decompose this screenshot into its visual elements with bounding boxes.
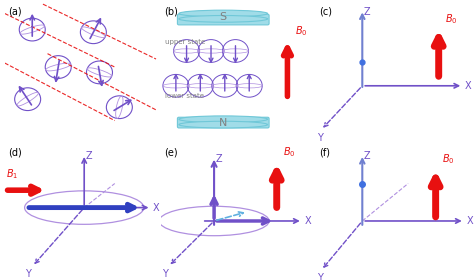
Ellipse shape [179, 121, 267, 128]
Text: Z: Z [86, 151, 92, 161]
Text: $B_0$: $B_0$ [295, 24, 308, 38]
Text: $B_1$: $B_1$ [6, 167, 18, 181]
Text: (a): (a) [8, 7, 21, 17]
Text: Y: Y [162, 269, 168, 279]
Text: lower state: lower state [165, 94, 204, 99]
Ellipse shape [179, 116, 267, 123]
Text: Z: Z [216, 154, 222, 164]
Text: Z: Z [364, 151, 371, 161]
Text: Y: Y [317, 273, 322, 280]
Text: $B_0$: $B_0$ [445, 12, 457, 25]
Ellipse shape [179, 10, 267, 17]
FancyBboxPatch shape [177, 117, 269, 128]
Text: (c): (c) [319, 7, 333, 17]
Text: X: X [153, 203, 160, 213]
Text: $B_0$: $B_0$ [283, 146, 295, 159]
Text: N: N [219, 118, 228, 128]
Text: (b): (b) [164, 7, 178, 17]
Text: upper state: upper state [165, 39, 205, 45]
Text: X: X [465, 81, 471, 91]
FancyBboxPatch shape [177, 14, 269, 25]
Ellipse shape [179, 15, 267, 22]
Text: Z: Z [364, 7, 371, 17]
Text: X: X [304, 216, 311, 226]
Text: (f): (f) [319, 147, 330, 157]
Text: (e): (e) [164, 147, 177, 157]
Text: Y: Y [317, 133, 322, 143]
Text: S: S [219, 12, 227, 22]
Text: X: X [466, 216, 473, 226]
Text: Y: Y [25, 269, 31, 279]
Text: $B_0$: $B_0$ [442, 152, 455, 166]
Text: (d): (d) [8, 147, 21, 157]
